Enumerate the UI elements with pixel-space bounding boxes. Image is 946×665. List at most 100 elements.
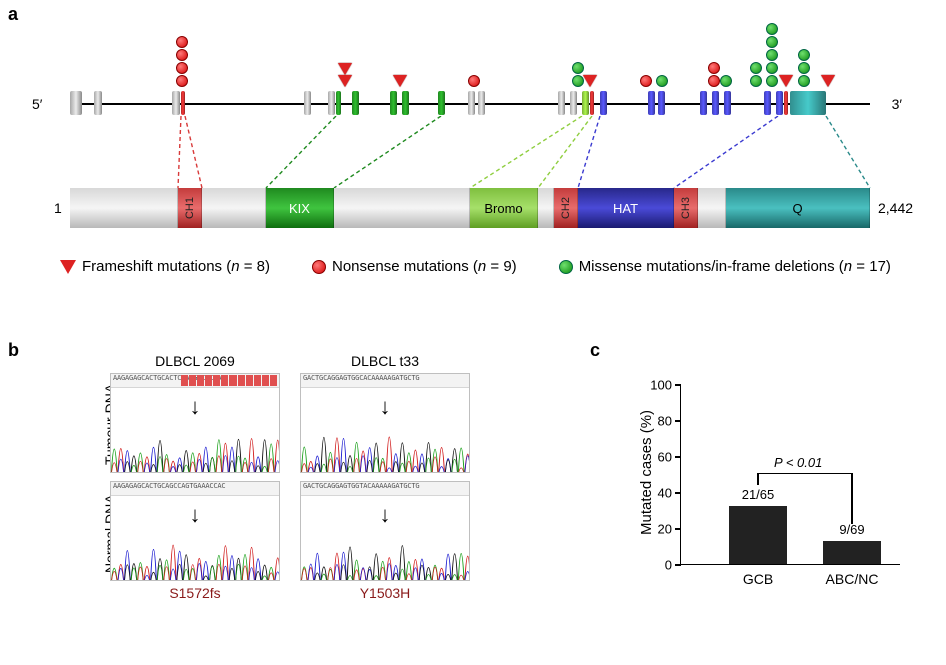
exon (304, 91, 311, 115)
domain-kix: KIX (266, 188, 334, 228)
nonsense-marker (176, 36, 188, 48)
legend-text: Nonsense mutations ( (332, 258, 478, 275)
panel-a: 5′ 3′ CH1KIXBromoCH2HATCH3Q 1 2,442 Fram… (20, 8, 920, 308)
frameshift-marker (779, 75, 793, 87)
missense-marker (720, 75, 732, 87)
missense-marker (750, 62, 762, 74)
exon (181, 91, 185, 115)
arrow-icon: ↓ (190, 502, 201, 528)
domain-bromo: Bromo (470, 188, 538, 228)
exon (712, 91, 719, 115)
bracket-tick (757, 473, 759, 485)
missense-marker (766, 75, 778, 87)
legend-text: = 8) (240, 258, 270, 275)
exon (600, 91, 607, 115)
nonsense-marker (176, 75, 188, 87)
nonsense-marker (640, 75, 652, 87)
green-circle-icon (559, 260, 573, 274)
missense-marker (766, 36, 778, 48)
ytick (675, 384, 681, 386)
ytick (675, 492, 681, 494)
legend: Frameshift mutations (n = 8) Nonsense mu… (60, 258, 930, 275)
nonsense-marker (708, 62, 720, 74)
exon (352, 91, 359, 115)
missense-marker (798, 62, 810, 74)
legend-text: = 17) (852, 258, 891, 275)
label-c: c (590, 340, 600, 361)
exon (700, 91, 707, 115)
bar-value-label: 9/69 (839, 522, 864, 537)
ytick (675, 456, 681, 458)
domain-hat: HAT (578, 188, 674, 228)
domain-q: Q (726, 188, 870, 228)
frameshift-marker (393, 75, 407, 87)
legend-n: n (844, 258, 852, 275)
seq-strip: GACTGCAGGAGTGGCACAAAAAGATGCTG (301, 374, 469, 388)
nonsense-marker (468, 75, 480, 87)
legend-text: Missense mutations/in-frame deletions ( (579, 258, 844, 275)
ytick-label: 0 (665, 558, 672, 573)
trace-tumour-2: GACTGCAGGAGTGGCACAAAAAGATGCTG ↓ (300, 373, 470, 473)
trace-normal-1: AAGAGAGCACTGCAGCCAGTGAAACCAC ↓ (110, 481, 280, 581)
missense-marker (766, 23, 778, 35)
three-prime: 3′ (892, 96, 902, 112)
domain-spacer (202, 188, 266, 228)
ytick (675, 564, 681, 566)
mutation-label-2: Y1503H (300, 585, 470, 601)
ytick-label: 60 (658, 450, 672, 465)
exon (390, 91, 397, 115)
bar-category-label: GCB (743, 571, 773, 587)
frameshift-highlight (181, 375, 277, 386)
label-b: b (8, 340, 19, 361)
bar (823, 541, 881, 564)
exon (70, 91, 82, 115)
nonsense-marker (176, 49, 188, 61)
triangle-icon (60, 260, 76, 274)
exon (468, 91, 475, 115)
domain-ch1: CH1 (178, 188, 202, 228)
exon (790, 91, 826, 115)
bar-plot: 02040608010021/65GCB9/69ABC/NCP < 0.01 (680, 385, 900, 565)
red-circle-icon (312, 260, 326, 274)
legend-frameshift: Frameshift mutations (n = 8) (60, 258, 270, 275)
missense-marker (766, 62, 778, 74)
arrow-icon: ↓ (380, 394, 391, 420)
exon (776, 91, 783, 115)
domain-spacer (698, 188, 726, 228)
exon (724, 91, 731, 115)
exon (94, 91, 102, 115)
protein-end: 2,442 (878, 200, 913, 216)
ytick-label: 20 (658, 522, 672, 537)
five-prime: 5′ (32, 96, 42, 112)
arrow-icon: ↓ (190, 394, 201, 420)
seq-strip: AAGAGAGCACTGCAGCCAGTGAAACCAC (111, 482, 279, 496)
legend-missense: Missense mutations/in-frame deletions (n… (559, 258, 891, 275)
exon (402, 91, 409, 115)
legend-text: = 9) (486, 258, 516, 275)
domain-spacer (334, 188, 470, 228)
exon (570, 91, 577, 115)
gene-track: 5′ 3′ (60, 83, 880, 133)
exon (784, 91, 788, 115)
legend-n: n (478, 258, 486, 275)
missense-marker (798, 75, 810, 87)
protein-start: 1 (54, 200, 62, 216)
frameshift-marker (583, 75, 597, 87)
legend-n: n (231, 258, 239, 275)
ytick-label: 40 (658, 486, 672, 501)
trace-normal-2: GACTGCAGGAGTGGTACAAAAAGATGCTG ↓ (300, 481, 470, 581)
mutation-label-1: S1572fs (110, 585, 280, 601)
exon (764, 91, 771, 115)
ytick (675, 528, 681, 530)
missense-marker (750, 75, 762, 87)
missense-marker (656, 75, 668, 87)
exon (590, 91, 594, 115)
frameshift-marker (338, 63, 352, 75)
exon (648, 91, 655, 115)
label-a: a (8, 4, 18, 25)
bar-category-label: ABC/NC (826, 571, 879, 587)
exon (558, 91, 565, 115)
exon (336, 91, 341, 115)
legend-text: Frameshift mutations ( (82, 258, 231, 275)
ytick (675, 420, 681, 422)
